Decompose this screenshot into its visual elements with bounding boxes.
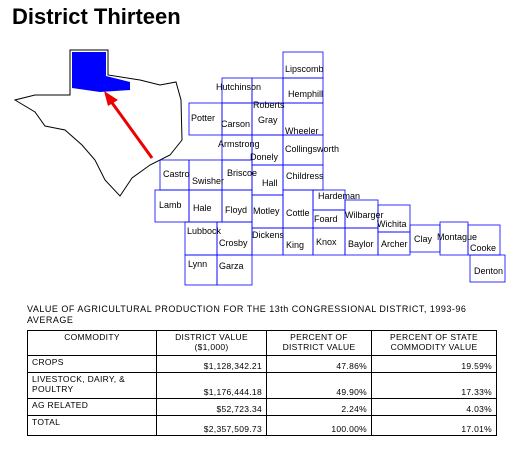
county-label: Hutchinson: [216, 82, 261, 92]
table-caption: VALUE OF AGRICULTURAL PRODUCTION FOR THE…: [27, 304, 467, 325]
county-label: Hall: [262, 178, 278, 188]
cell: 17.33%: [371, 372, 497, 399]
map: Lipscomb Hutchinson Hemphill Roberts Pot…: [13, 49, 506, 286]
county-label: Archer: [381, 239, 408, 249]
cell: 17.01%: [371, 415, 497, 436]
county-label: Crosby: [219, 238, 248, 248]
county-label: Wheeler: [285, 126, 319, 136]
county-label: Cooke: [470, 243, 496, 253]
county-label: Clay: [414, 234, 433, 244]
county-label: Hale: [193, 203, 212, 213]
county-label: Castro: [163, 169, 190, 179]
county-label: Childress: [286, 171, 324, 181]
cell: 100.00%: [266, 415, 372, 436]
county-label: Baylor: [348, 239, 374, 249]
texas-outline: [13, 49, 183, 197]
county-label: Dickens: [252, 230, 285, 240]
county-grid: [154, 51, 506, 286]
column-header: DISTRICT VALUE ($1,000): [156, 330, 267, 356]
title: District Thirteen: [12, 4, 181, 29]
cell: 19.59%: [371, 355, 497, 373]
county-label: Lubbock: [187, 226, 222, 236]
county-label: Knox: [316, 237, 337, 247]
county-label: Potter: [191, 113, 215, 123]
county-label: Hardeman: [318, 191, 360, 201]
county-label: Floyd: [225, 205, 247, 215]
cell: 49.90%: [266, 372, 372, 399]
cell: $52,723.34: [156, 398, 267, 416]
column-header: COMMODITY: [27, 330, 157, 356]
county-label: Wilbarger: [345, 210, 384, 220]
county-label: King: [286, 240, 304, 250]
county-label: Carson: [221, 119, 250, 129]
column-header: PERCENT OF DISTRICT VALUE: [266, 330, 372, 356]
county-label: Roberts: [253, 100, 285, 110]
district-highlight: [72, 52, 130, 92]
county-label: Lynn: [188, 259, 207, 269]
county-labels: Lipscomb Hutchinson Hemphill Roberts Pot…: [159, 64, 503, 276]
county-label: Collingsworth: [285, 144, 339, 154]
cell: LIVESTOCK, DAIRY, & POULTRY: [27, 372, 157, 399]
county-label: Hemphill: [288, 89, 323, 99]
county-label: Motley: [253, 206, 280, 216]
cell: TOTAL: [27, 415, 157, 436]
cell: $1,128,342.21: [156, 355, 267, 373]
cell: 2.24%: [266, 398, 372, 416]
county-label: Gray: [258, 115, 278, 125]
county-label: Garza: [219, 261, 244, 271]
county-label: Montague: [437, 232, 477, 242]
county-label: Swisher: [192, 176, 224, 186]
cell: 4.03%: [371, 398, 497, 416]
arrow-head: [104, 91, 118, 106]
arrow: [108, 99, 154, 159]
cell: AG RELATED: [27, 398, 157, 416]
data-table: COMMODITY DISTRICT VALUE ($1,000) PERCEN…: [27, 330, 497, 436]
county-label: Wichita: [377, 219, 407, 229]
cell: CROPS: [27, 355, 157, 373]
county-label: Denton: [474, 266, 503, 276]
county-label: Briscoe: [227, 168, 257, 178]
county-label: Foard: [314, 214, 338, 224]
county-label: Cottle: [286, 208, 310, 218]
county-label: Lamb: [159, 200, 182, 210]
cell: 47.86%: [266, 355, 372, 373]
county-label: Lipscomb: [285, 64, 324, 74]
county-label: Armstrong: [218, 139, 260, 149]
cell: $2,357,509.73: [156, 415, 267, 436]
county-label: Donely: [250, 152, 279, 162]
cell: $1,176,444.18: [156, 372, 267, 399]
column-header: PERCENT OF STATE COMMODITY VALUE: [371, 330, 497, 356]
